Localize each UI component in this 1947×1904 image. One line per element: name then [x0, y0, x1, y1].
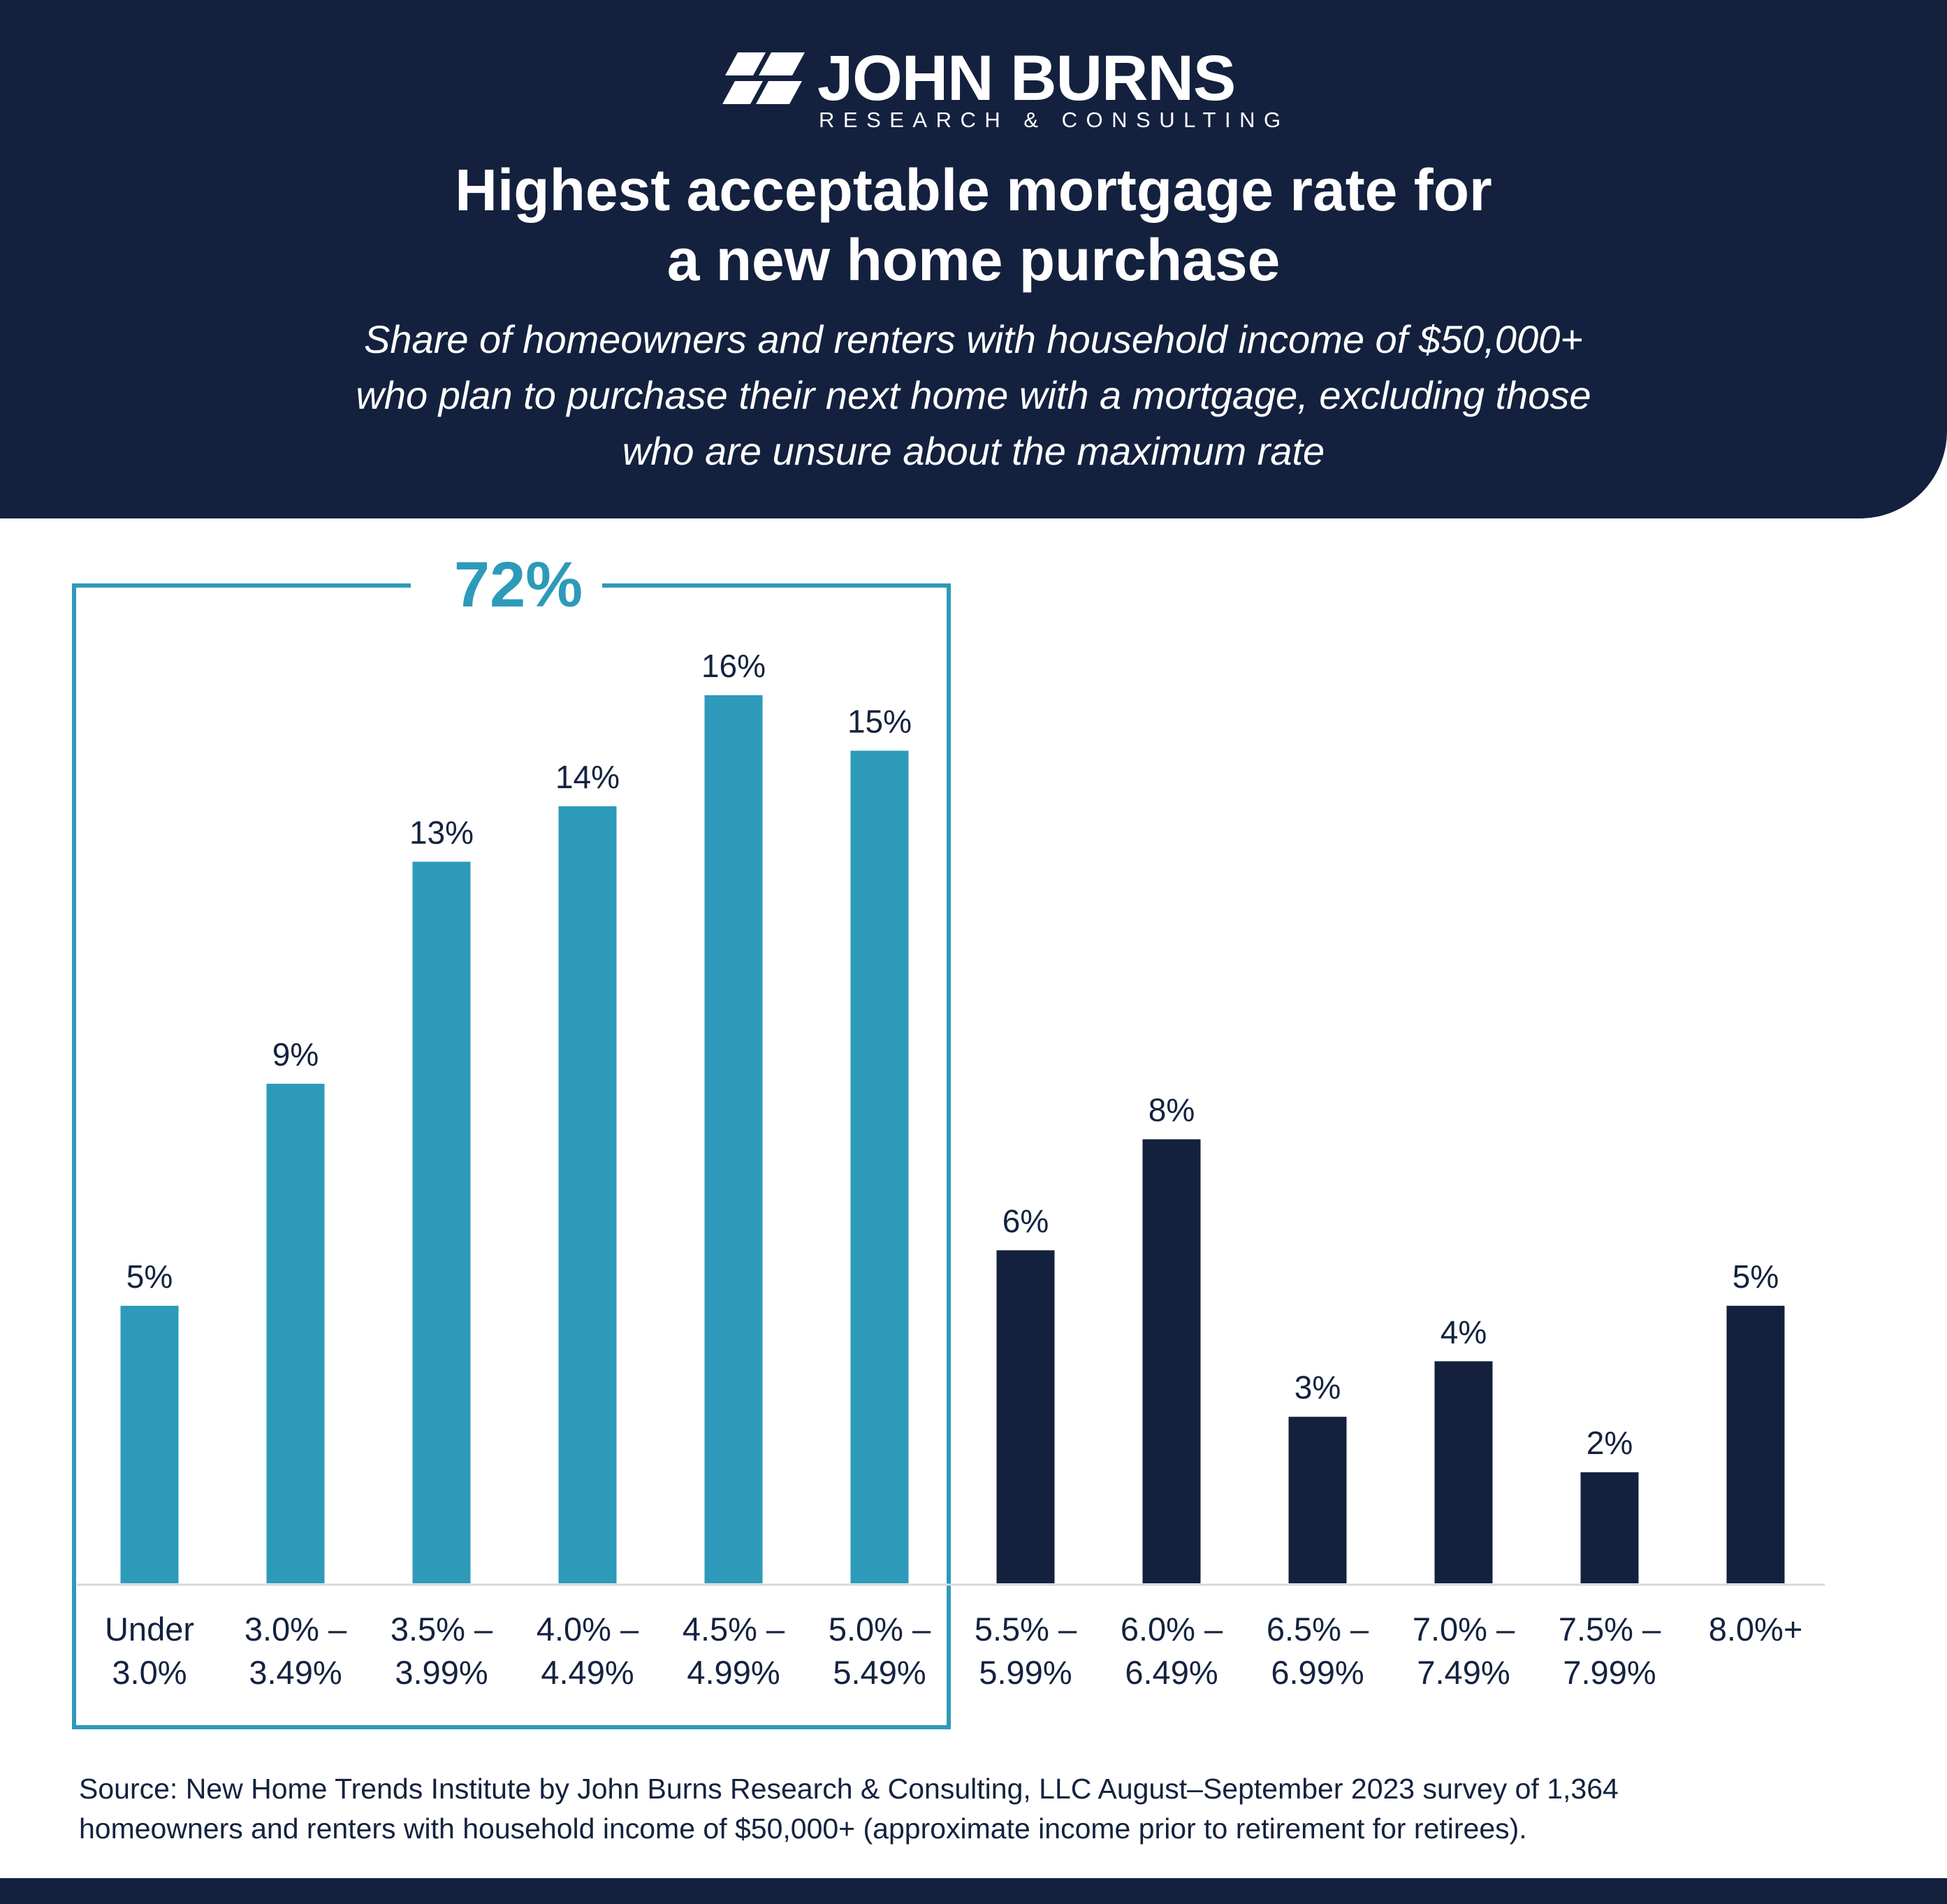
category-label-1-line-2: 3.0% [112, 1654, 187, 1691]
chart-subtitle-line-1: Share of homeowners and renters with hou… [364, 317, 1583, 361]
brand-name: JOHN BURNS [817, 43, 1236, 114]
bar-5 [704, 695, 763, 1583]
category-label-8-line-2: 6.49% [1125, 1654, 1218, 1691]
bar-2 [266, 1084, 325, 1583]
john-burns-logo-mark-icon [722, 52, 805, 104]
category-label-10-line-1: 7.0% – [1413, 1611, 1515, 1648]
category-label-11-line-1: 7.5% – [1559, 1611, 1661, 1648]
category-label-5-line-1: 4.5% – [683, 1611, 785, 1648]
bar-1 [120, 1305, 179, 1583]
value-label-4: 14% [555, 759, 620, 795]
bar-12 [1726, 1305, 1785, 1583]
category-label-2-line-2: 3.49% [249, 1654, 342, 1691]
bar-7 [996, 1250, 1055, 1583]
category-label-7-line-1: 5.5% – [975, 1611, 1077, 1648]
category-label-3-line-1: 3.5% – [391, 1611, 493, 1648]
bar-11 [1580, 1472, 1639, 1583]
category-label-2-line-1: 3.0% – [245, 1611, 347, 1648]
category-label-4-line-2: 4.49% [541, 1654, 634, 1691]
chart-title: Highest acceptable mortgage rate for a n… [0, 155, 1947, 295]
value-label-7: 6% [1002, 1202, 1049, 1239]
chart-title-line-2: a new home purchase [666, 227, 1281, 293]
chart-subtitle-line-3: who are unsure about the maximum rate [622, 429, 1325, 473]
bar-8 [1142, 1139, 1201, 1583]
category-label-5-line-2: 4.99% [687, 1654, 780, 1691]
value-label-10: 4% [1441, 1314, 1487, 1350]
category-label-4-line-1: 4.0% – [537, 1611, 639, 1648]
source-line-2: homeowners and renters with household in… [79, 1812, 1527, 1845]
value-label-6: 15% [847, 703, 912, 739]
bar-6 [850, 750, 909, 1583]
footer-bar [0, 1878, 1947, 1904]
category-label-9-line-2: 6.99% [1271, 1654, 1364, 1691]
bar-4 [558, 806, 617, 1583]
category-label-10-line-2: 7.49% [1417, 1654, 1510, 1691]
chart-title-line-1: Highest acceptable mortgage rate for [455, 157, 1492, 223]
source-note: Source: New Home Trends Institute by Joh… [79, 1769, 1909, 1849]
category-labels: Under 3.0% 3.0% – 3.49% 3.5% – 3.99% 4.0% – 4.4… [105, 1611, 1802, 1691]
value-labels: 5% 9% 13% 14% 16% 15% 6% 8% 3% 4% 2% 5% [126, 648, 1779, 1461]
brand-tagline: RESEARCH & CONSULTING [819, 108, 1290, 132]
bars [120, 695, 1785, 1583]
bar-10 [1434, 1361, 1493, 1583]
category-label-3-line-2: 3.99% [395, 1654, 488, 1691]
category-label-11-line-2: 7.99% [1563, 1654, 1656, 1691]
source-line-1: Source: New Home Trends Institute by Joh… [79, 1773, 1619, 1805]
value-label-2: 9% [272, 1036, 319, 1073]
value-label-1: 5% [126, 1258, 173, 1295]
highlight-group: 72% [72, 549, 951, 1729]
bar-3 [412, 862, 471, 1583]
header-banner: JOHN BURNS RESEARCH & CONSULTING Highest… [0, 0, 1947, 518]
value-label-5: 16% [701, 648, 766, 684]
category-label-6-line-2: 5.49% [833, 1654, 926, 1691]
brand-logo: JOHN BURNS RESEARCH & CONSULTING [722, 43, 1281, 133]
chart-subtitle: Share of homeowners and renters with hou… [0, 312, 1947, 479]
highlight-total-label: 72% [454, 549, 583, 620]
value-label-11: 2% [1587, 1425, 1633, 1461]
category-label-9-line-1: 6.5% – [1267, 1611, 1369, 1648]
highlight-bracket [72, 583, 951, 1729]
category-label-12-line-1: 8.0%+ [1709, 1611, 1803, 1648]
value-label-12: 5% [1733, 1258, 1779, 1295]
value-label-9: 3% [1295, 1369, 1341, 1406]
category-label-1-line-1: Under [105, 1611, 194, 1648]
chart-subtitle-line-2: who plan to purchase their next home wit… [356, 373, 1591, 417]
bar-9 [1288, 1416, 1347, 1583]
value-label-8: 8% [1148, 1092, 1195, 1128]
category-label-6-line-1: 5.0% – [829, 1611, 931, 1648]
value-label-3: 13% [409, 814, 474, 850]
category-label-8-line-1: 6.0% – [1121, 1611, 1223, 1648]
category-label-7-line-2: 5.99% [979, 1654, 1072, 1691]
